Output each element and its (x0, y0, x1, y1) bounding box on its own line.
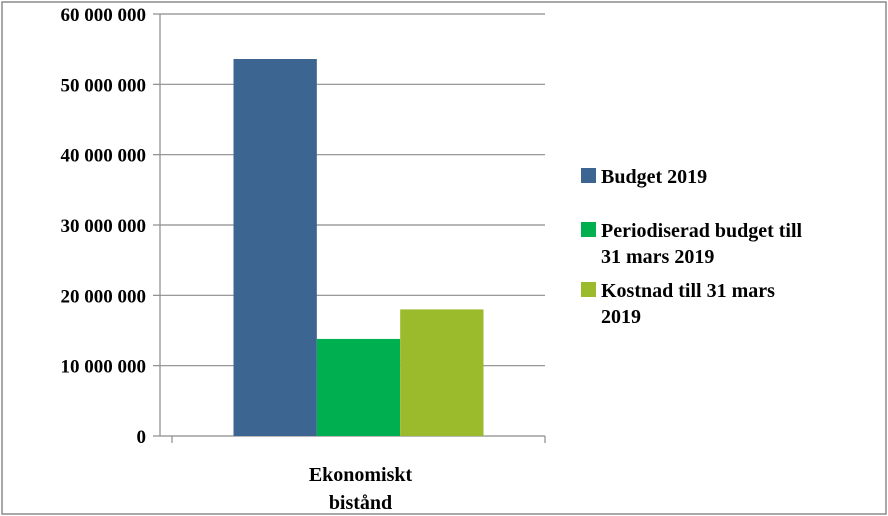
legend-label-2: Periodiserad budget till (601, 220, 803, 242)
x-category-label: bistånd (329, 492, 392, 514)
legend-label-1: Budget 2019 (601, 166, 707, 188)
legend-label-3: 2019 (601, 306, 641, 328)
legend-label-3: Kostnad till 31 mars (601, 280, 775, 302)
legend-swatch-1 (581, 168, 596, 183)
y-tick-label: 10 000 000 (61, 357, 147, 378)
y-tick-label: 60 000 000 (61, 5, 147, 26)
y-tick-label: 20 000 000 (61, 286, 147, 307)
y-axis-tick-labels: 0 10 000 000 20 000 000 30 000 000 40 000 00… (61, 5, 147, 448)
x-category-label: Ekonomiskt (309, 464, 413, 486)
y-tick-label: 50 000 000 (61, 75, 147, 96)
bar-2 (316, 338, 401, 436)
x-axis-category-labels: Ekonomiskt bistånd (309, 464, 413, 514)
y-tick-label: 40 000 000 (61, 146, 147, 167)
legend-label-2: 31 mars 2019 (601, 246, 714, 268)
legend-swatch-3 (581, 282, 596, 297)
legend: Budget 2019 Periodiserad budget till 31 ma… (581, 166, 803, 328)
bars (233, 59, 484, 436)
y-tick-label: 0 (137, 427, 147, 448)
legend-swatch-2 (581, 222, 596, 237)
bar-1 (233, 59, 317, 436)
bar-3 (400, 309, 484, 436)
y-tick-label: 30 000 000 (61, 216, 147, 237)
